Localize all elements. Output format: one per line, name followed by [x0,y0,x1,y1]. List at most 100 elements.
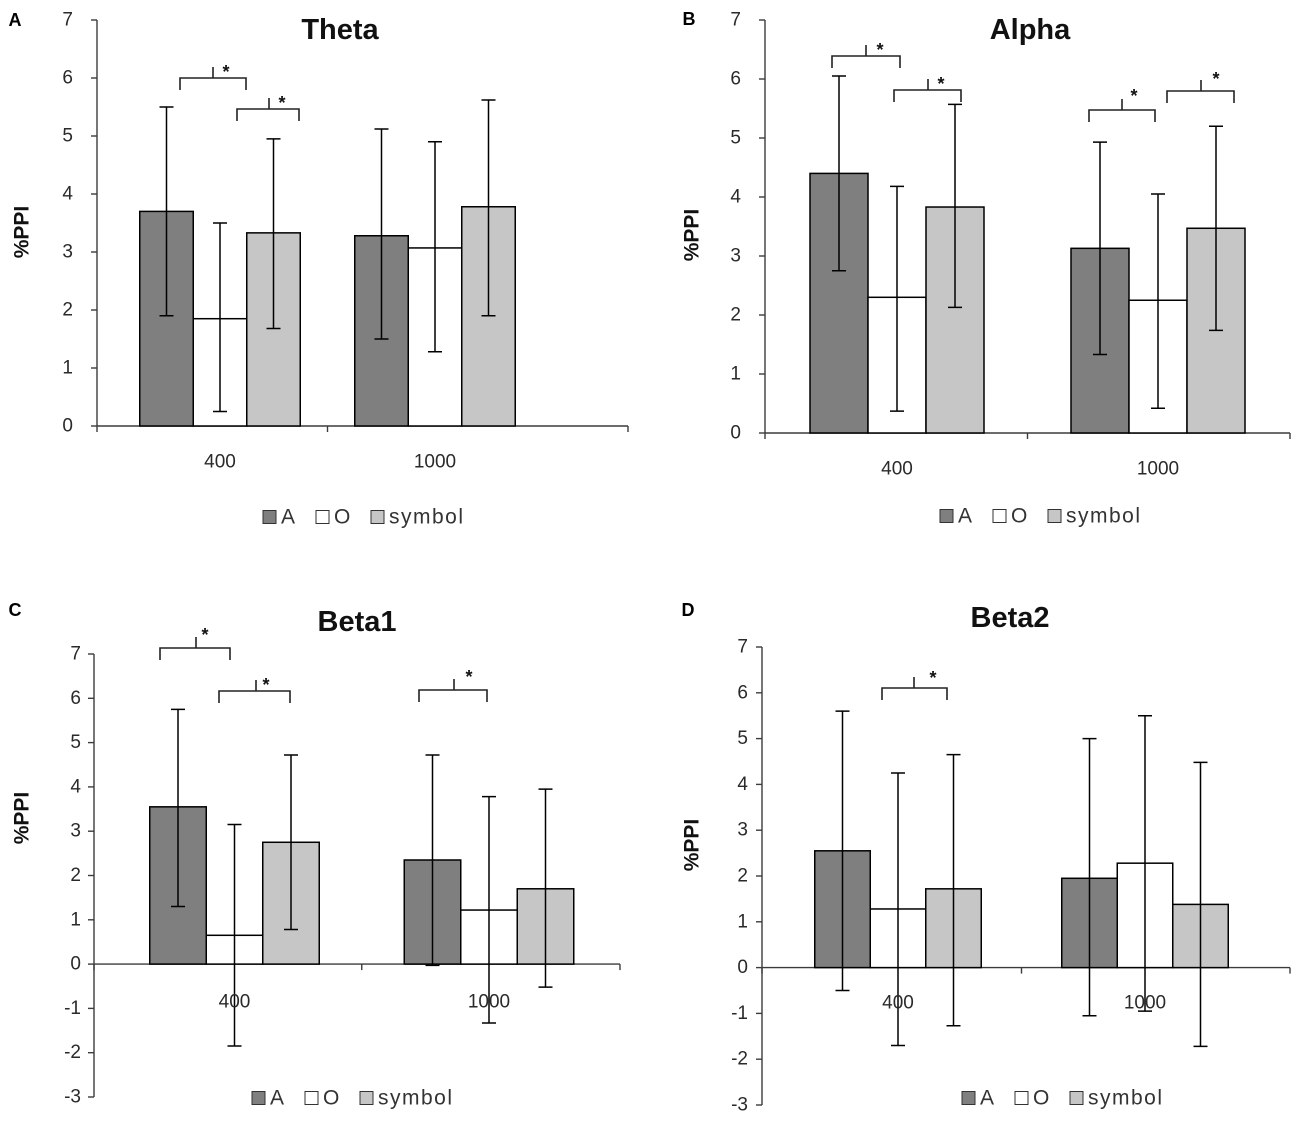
legend-label-a: A [980,1087,996,1110]
significance-bracket [236,98,300,121]
y-tick-label: -3 [64,1087,81,1108]
y-tick-label: 3 [730,246,741,267]
error-bar-1000-symbol [538,788,553,988]
y-tick-label: 4 [62,184,73,205]
x-tick-label: 1000 [414,452,456,473]
y-tick-label: 1 [737,911,748,932]
chart-title: Beta1 [318,606,397,638]
error-bar-400-o [213,222,227,413]
y-tick-label: -1 [731,1003,748,1024]
significance-bracket [418,679,488,702]
x-tick-label: 400 [219,992,251,1013]
error-bar-400-symbol [266,138,281,330]
x-tick-label: 1000 [1124,993,1166,1014]
error-bar-400-a [835,710,850,992]
legend-label-symbol: symbol [389,506,465,529]
x-tick-label: 400 [882,993,914,1014]
legend-label-symbol: symbol [1066,505,1142,528]
x-tick-label: 400 [204,452,236,473]
error-bar-400-a [159,106,174,317]
error-bar-400-symbol [948,103,962,309]
legend-swatch-o [992,509,1007,523]
legend-swatch-a [251,1091,266,1105]
error-bar-1000-o [482,795,496,1024]
y-tick-label: 5 [730,128,741,149]
y-tick-label: 3 [62,242,73,263]
legend-swatch-symbol [359,1091,374,1105]
y-tick-label: 2 [737,866,748,887]
significance-asterisk: * [1212,69,1219,89]
y-tick-label: 6 [62,68,73,89]
error-bar-1000-o [1138,714,1152,1012]
error-bar-1000-symbol [1209,125,1223,332]
significance-bracket [1088,99,1156,122]
legend-label-o: O [1033,1087,1051,1110]
y-tick-label: -2 [64,1042,81,1063]
y-tick-label: 2 [730,305,741,326]
y-tick-label: 7 [62,10,73,31]
error-bar-1000-o [428,141,442,353]
legend-swatch-symbol [370,510,385,524]
y-tick-label: -2 [731,1049,748,1070]
error-bar-400-a [171,708,185,908]
y-tick-label: 4 [730,187,741,208]
y-tick-label: 0 [730,423,741,444]
panel-label: D [682,600,695,620]
legend-swatch-a [961,1091,976,1105]
legend-swatch-o [1014,1091,1029,1105]
significance-bracket [179,67,247,90]
significance-bracket [159,637,231,660]
significance-asterisk: * [937,74,944,94]
y-tick-label: 4 [70,776,81,797]
y-axis-label: %PPI [11,206,34,259]
y-tick-label: 6 [70,688,81,709]
y-tick-label: 2 [70,865,81,886]
legend-label-a: A [281,506,297,529]
y-tick-label: 7 [737,637,748,658]
legend-swatch-o [304,1091,319,1105]
panel-label: A [9,10,22,30]
error-bar-400-o [227,823,242,1047]
y-tick-label: 6 [730,69,741,90]
legend-swatch-symbol [1047,509,1062,523]
y-tick-label: 0 [62,416,73,437]
legend-label-a: A [270,1087,286,1110]
significance-bracket [218,680,291,703]
y-tick-label: -3 [731,1095,748,1116]
legend-label-symbol: symbol [378,1087,454,1110]
error-bar-1000-a [1093,141,1107,356]
significance-bracket [1166,80,1235,103]
y-tick-label: 1 [70,909,81,930]
legend-swatch-symbol [1069,1091,1084,1105]
significance-asterisk: * [201,625,208,645]
significance-asterisk: * [222,62,229,82]
y-axis-label: %PPI [681,819,704,872]
y-tick-label: 1 [62,358,73,379]
error-bar-1000-a [1082,737,1097,1017]
error-bar-400-o [890,185,904,412]
y-tick-label: -1 [64,998,81,1019]
error-bar-1000-a [374,128,389,340]
y-tick-label: 5 [62,126,73,147]
error-bar-400-a [832,75,846,272]
x-tick-label: 400 [881,459,913,480]
legend-swatch-o [315,510,330,524]
legend-swatch-a [262,510,277,524]
legend-label-o: O [323,1087,341,1110]
significance-asterisk: * [465,667,472,687]
legend-label-symbol: symbol [1088,1087,1164,1110]
legend-swatch-a [939,509,954,523]
y-tick-label: 5 [70,732,81,753]
y-tick-label: 6 [737,682,748,703]
y-tick-label: 4 [737,774,748,795]
significance-asterisk: * [262,675,269,695]
y-tick-label: 0 [70,954,81,975]
y-tick-label: 7 [70,644,81,665]
error-bar-400-symbol [284,754,298,931]
chart-title: Beta2 [971,602,1050,634]
